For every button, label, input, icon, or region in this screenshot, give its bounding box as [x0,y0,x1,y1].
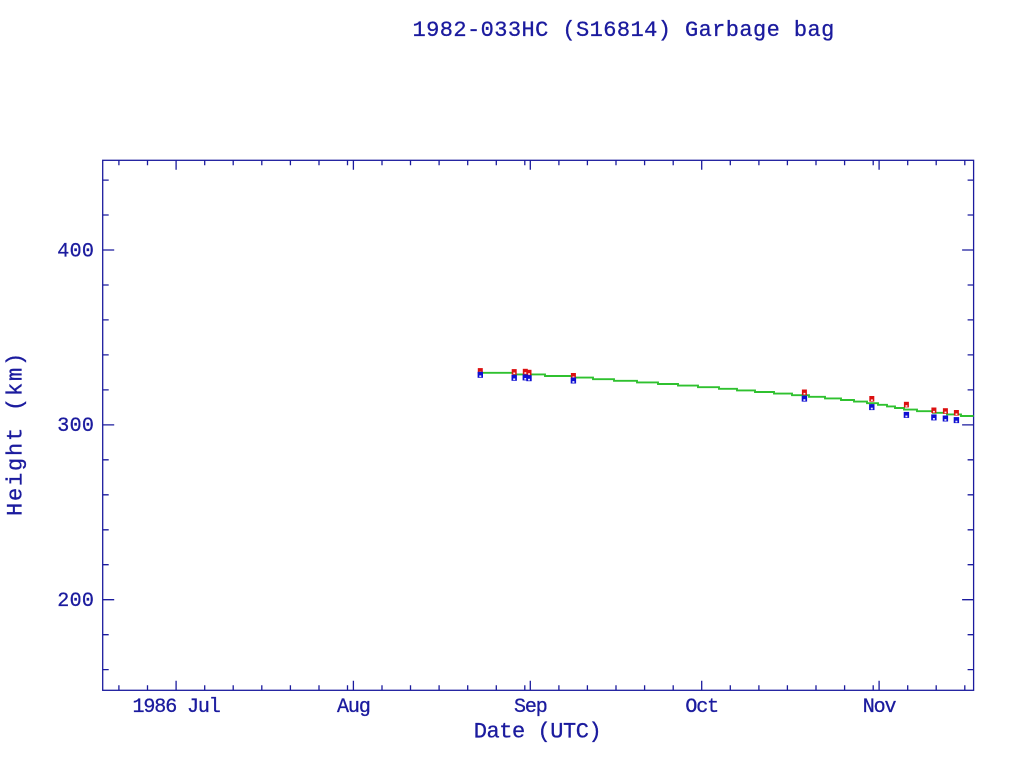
svg-text:300: 300 [57,415,94,438]
svg-text:400: 400 [57,240,94,263]
svg-text:Height (km): Height (km) [4,351,29,516]
svg-text:Nov: Nov [863,696,897,719]
svg-text:1982-033HC (S16814) Garbage ba: 1982-033HC (S16814) Garbage bag [413,18,835,43]
svg-text:200: 200 [57,590,94,613]
svg-text:Oct: Oct [685,696,718,719]
svg-text:Aug: Aug [337,696,370,719]
svg-text:Sep: Sep [514,696,547,719]
svg-text:Date (UTC): Date (UTC) [474,720,602,745]
svg-text:1986 Jul: 1986 Jul [132,696,219,719]
